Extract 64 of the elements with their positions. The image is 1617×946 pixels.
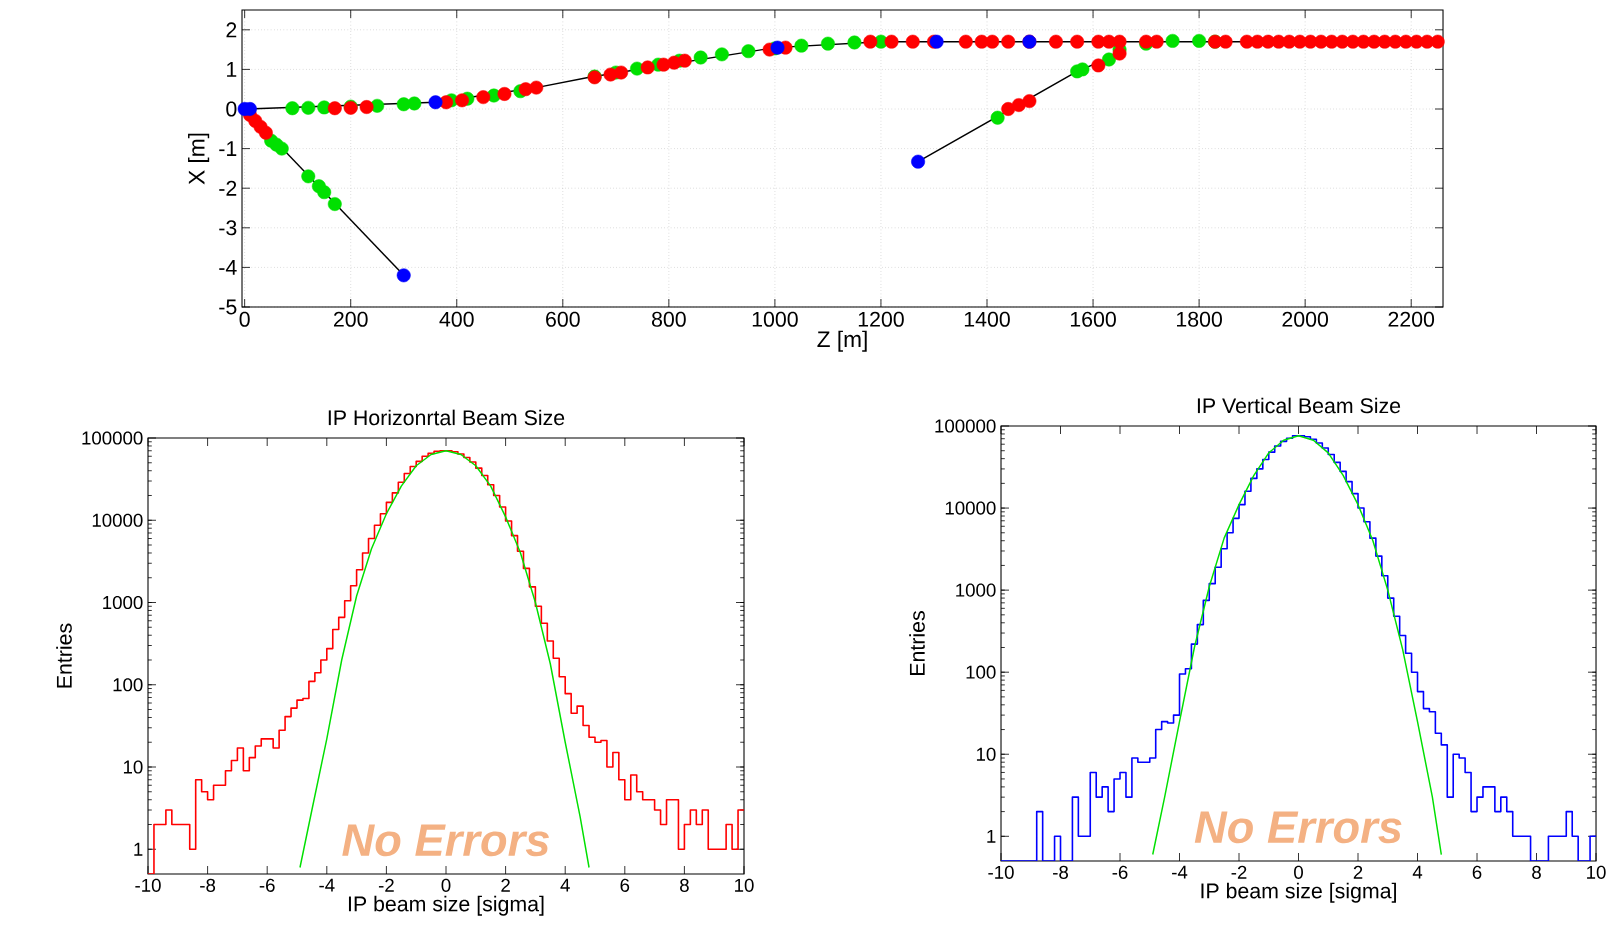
x-axis-title: Z [m] (817, 330, 867, 352)
x-tick-label: 6 (1472, 865, 1482, 879)
x-tick-label: 1200 (858, 311, 904, 327)
y-tick-label: 1 (987, 829, 996, 843)
x-tick-label: 10 (735, 878, 754, 892)
x-tick-label: 2 (501, 878, 510, 892)
x-tick-label: 400 (439, 311, 474, 327)
y-tick-label: 100 (113, 678, 143, 692)
x-tick-label: 1800 (1177, 311, 1222, 327)
x-tick-label: 800 (651, 311, 686, 327)
y-tick-label: 10 (123, 760, 143, 774)
x-tick-label: -4 (319, 878, 335, 892)
y-tick-label: -3 (219, 220, 237, 236)
x-tick-label: 2 (1353, 865, 1363, 879)
y-axis-title: Entries (56, 623, 72, 688)
x-tick-label: 8 (680, 878, 689, 892)
x-tick-label: 8 (1532, 865, 1541, 879)
y-tick-label: -1 (219, 141, 237, 156)
y-tick-label: 2 (226, 22, 237, 38)
y-tick-label: -5 (219, 299, 237, 315)
x-tick-label: 600 (546, 311, 580, 327)
x-tick-label: 10 (1587, 865, 1606, 879)
y-tick-label: 1000 (103, 595, 143, 610)
y-tick-label: 100000 (82, 431, 143, 445)
x-tick-label: 4 (560, 878, 570, 892)
y-axis-title: Entries (909, 611, 925, 675)
y-tick-label: 1 (134, 842, 143, 856)
x-tick-label: 0 (1294, 865, 1303, 879)
x-axis-title: IP beam size [sigma] (348, 895, 544, 916)
x-tick-label: -10 (988, 865, 1014, 879)
x-tick-label: -6 (1112, 865, 1128, 879)
y-tick-label: 100000 (935, 419, 996, 433)
x-axis-title: IP beam size [sigma] (1201, 882, 1396, 903)
x-tick-label: 1400 (964, 311, 1010, 327)
x-tick-label: 0 (441, 878, 451, 892)
y-tick-label: 100 (966, 665, 996, 679)
y-tick-label: 10000 (945, 501, 996, 515)
y-tick-label: 10 (976, 747, 996, 761)
x-tick-label: -6 (259, 878, 275, 892)
x-tick-label: 2200 (1388, 311, 1435, 327)
x-tick-label: -8 (200, 878, 216, 892)
x-tick-label: 2000 (1282, 311, 1329, 327)
chart-title: IP Vertical Beam Size (1197, 397, 1401, 414)
annotation: No Errors (342, 824, 549, 857)
y-tick-label: 1000 (956, 583, 996, 597)
y-tick-label: 1 (227, 62, 237, 77)
x-tick-label: 200 (333, 311, 368, 327)
y-tick-label: -2 (219, 180, 237, 196)
x-tick-label: 4 (1412, 865, 1423, 879)
x-tick-label: -10 (135, 878, 161, 892)
x-tick-label: 0 (239, 311, 250, 327)
x-tick-label: -2 (1231, 865, 1247, 879)
chart-title: IP Horizonrtal Beam Size (328, 409, 565, 426)
x-tick-label: 6 (620, 878, 630, 892)
x-tick-label: 1600 (1070, 311, 1116, 327)
x-tick-label: -8 (1053, 865, 1069, 879)
x-tick-label: 1000 (752, 311, 798, 327)
annotation: No Errors (1194, 811, 1402, 844)
x-tick-label: -4 (1172, 865, 1188, 879)
y-tick-label: 10000 (92, 513, 143, 527)
y-tick-label: 0 (226, 101, 237, 117)
y-axis-title: X [m] (188, 133, 210, 185)
y-tick-label: -4 (219, 260, 237, 275)
x-tick-label: -2 (378, 878, 394, 892)
